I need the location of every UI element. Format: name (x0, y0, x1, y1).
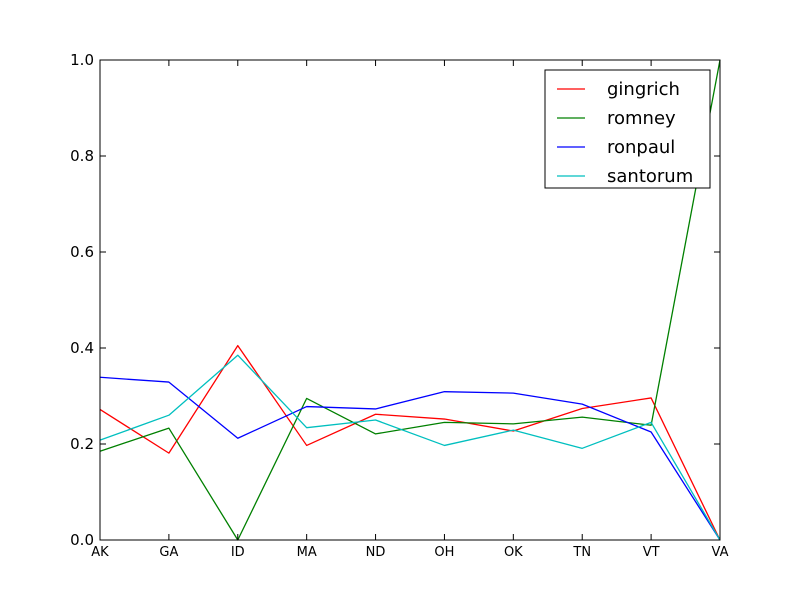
legend-label-romney: romney (607, 108, 676, 129)
legend-box (544, 69, 711, 189)
legend-label-ronpaul: ronpaul (607, 137, 675, 158)
y-tick-label: 1.0 (70, 51, 94, 69)
legend: gingrich romney ronpaul santorum (544, 69, 711, 189)
y-tick-label: 0.8 (70, 147, 94, 165)
x-axis: AK GA ID MA ND OH OK TN VT VA (91, 60, 729, 560)
x-tick-label: GA (159, 545, 178, 560)
x-tick-label: ID (231, 545, 245, 560)
y-axis: 0.0 0.2 0.4 0.6 0.8 1.0 (70, 51, 720, 549)
series-line-gingrich (99, 344, 721, 541)
series-lines (99, 59, 721, 541)
plot-frame (99, 59, 721, 541)
x-tick-label: OH (434, 545, 454, 560)
x-tick-label: VA (712, 545, 729, 560)
legend-label-gingrich: gingrich (607, 79, 680, 100)
y-tick-label: 0.0 (70, 531, 94, 549)
series-line-santorum (99, 354, 721, 541)
y-tick-label: 0.4 (70, 339, 94, 357)
y-tick-label: 0.2 (70, 435, 94, 453)
x-tick-label: OK (504, 545, 523, 560)
y-tick-label: 0.6 (70, 243, 94, 261)
series-line-ronpaul (99, 376, 721, 541)
x-tick-label: MA (297, 545, 317, 560)
legend-label-santorum: santorum (607, 166, 693, 187)
x-tick-label: AK (91, 545, 109, 560)
series-line-romney (99, 59, 721, 541)
x-tick-label: VT (643, 545, 660, 560)
x-tick-label: ND (366, 545, 386, 560)
x-tick-label: TN (572, 545, 591, 560)
